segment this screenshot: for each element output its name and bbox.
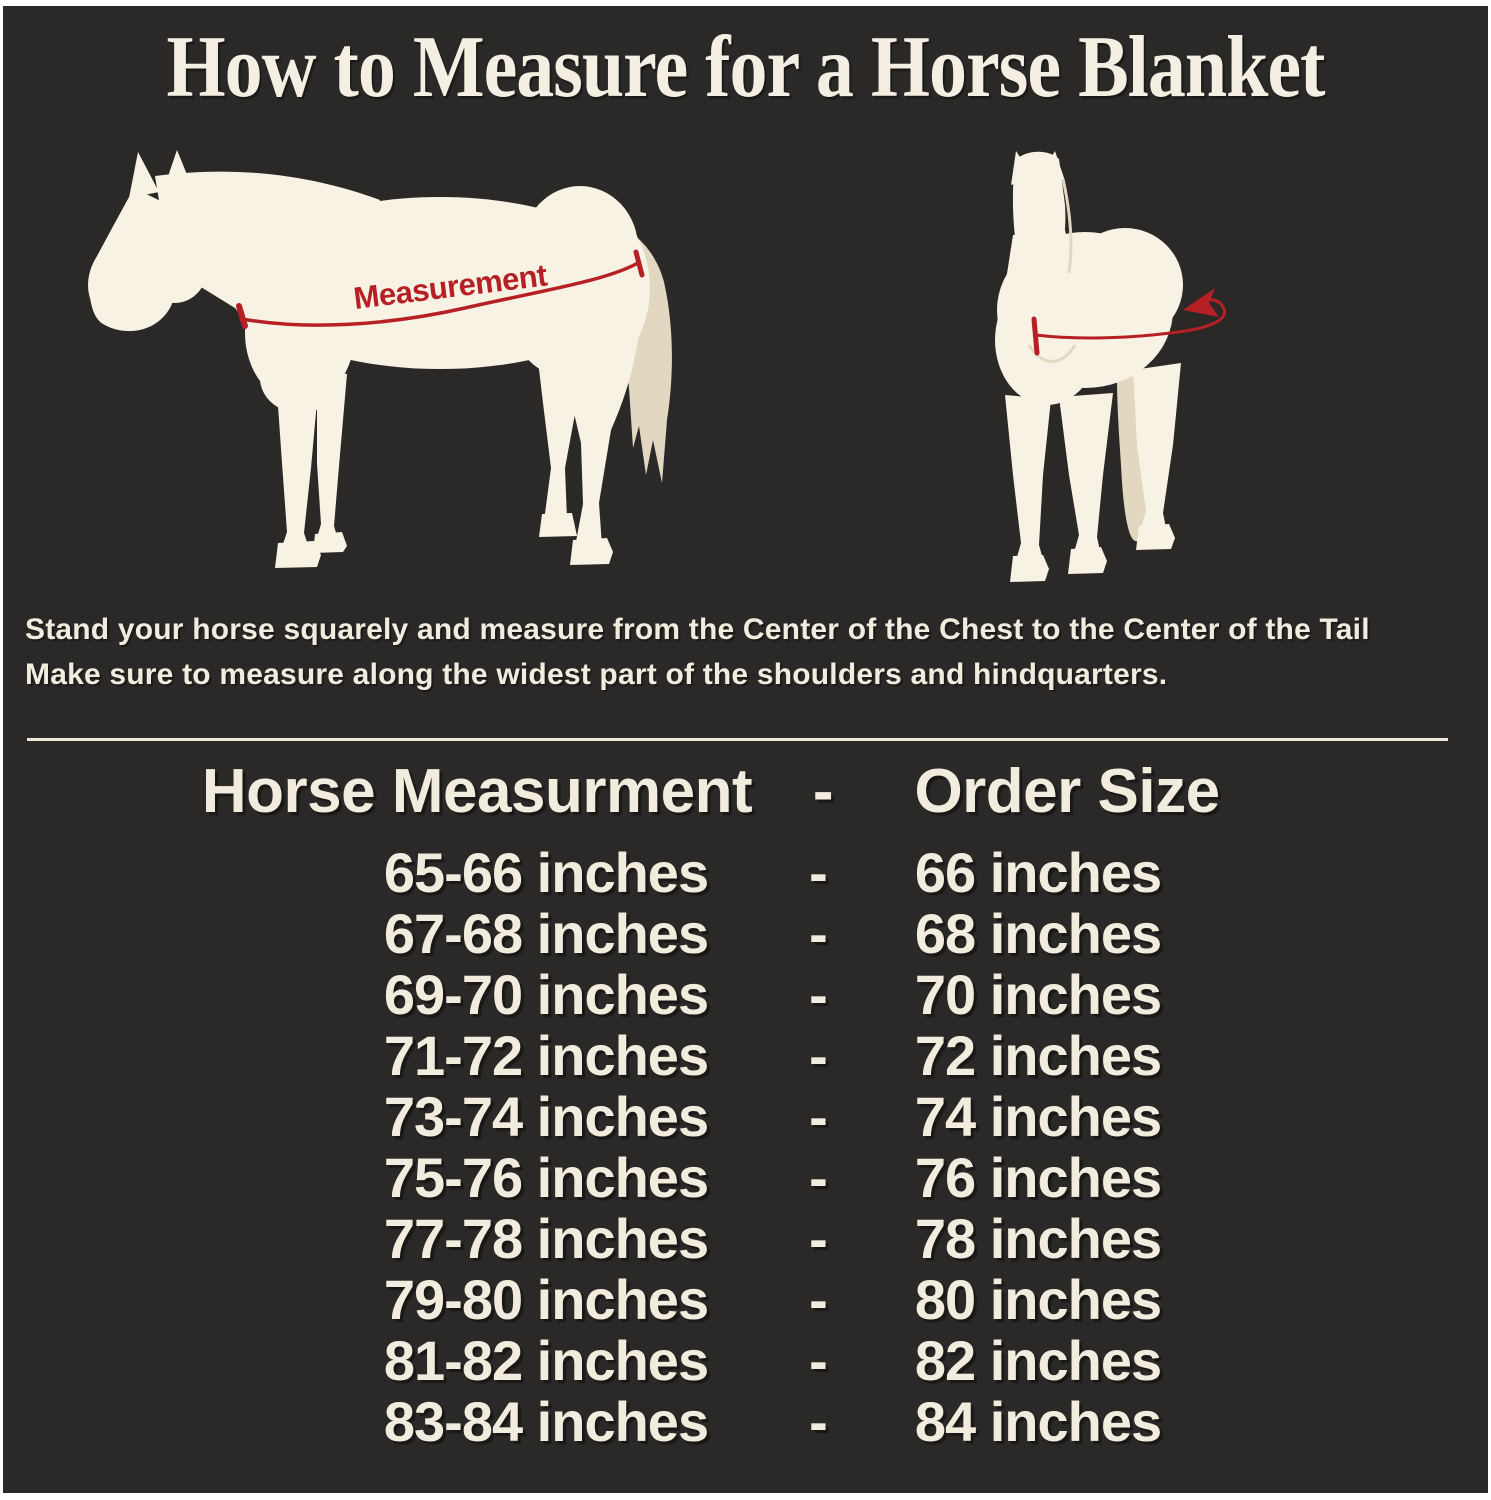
- order-size-cell: 78 inches: [914, 1207, 1162, 1270]
- size-row: 75-76 inches - 76 inches: [0, 1148, 1491, 1209]
- instructions: Stand your horse squarely and measure fr…: [25, 607, 1477, 697]
- size-table-rows: 65-66 inches - 66 inches 67-68 inches - …: [0, 843, 1491, 1453]
- separator-cell: -: [809, 1390, 828, 1453]
- measurement-cell: 67-68 inches: [383, 902, 709, 965]
- measurement-cell: 79-80 inches: [383, 1268, 709, 1331]
- horse-front-silhouette: [995, 151, 1183, 582]
- separator-cell: -: [809, 902, 828, 965]
- size-row: 77-78 inches - 78 inches: [0, 1209, 1491, 1270]
- measurement-cell: 69-70 inches: [383, 963, 709, 1026]
- header-order-size: Order Size: [914, 757, 1220, 826]
- separator-cell: -: [809, 1329, 828, 1392]
- chest-contour: [1027, 344, 1077, 363]
- horse-side-silhouette: [88, 150, 672, 568]
- order-size-cell: 72 inches: [914, 1024, 1162, 1087]
- order-size-cell: 76 inches: [914, 1146, 1162, 1209]
- measurement-cell: 73-74 inches: [383, 1085, 709, 1148]
- order-size-cell: 68 inches: [914, 902, 1162, 965]
- measurement-cell: 71-72 inches: [383, 1024, 709, 1087]
- girth-measure-arrow-icon: [1031, 288, 1226, 356]
- measurement-cell: 77-78 inches: [383, 1207, 709, 1270]
- measurement-cell: 83-84 inches: [383, 1390, 709, 1453]
- size-row: 81-82 inches - 82 inches: [0, 1331, 1491, 1392]
- measurement-cell: 65-66 inches: [383, 841, 709, 904]
- size-table-header: Horse Measurment - Order Size: [0, 757, 1491, 843]
- size-row: 69-70 inches - 70 inches: [0, 965, 1491, 1026]
- size-row: 73-74 inches - 74 inches: [0, 1087, 1491, 1148]
- order-size-cell: 66 inches: [914, 841, 1162, 904]
- measurement-line: [236, 249, 645, 329]
- size-row: 65-66 inches - 66 inches: [0, 843, 1491, 904]
- separator-cell: -: [809, 1146, 828, 1209]
- side-view-horse-illustration: Measurement: [88, 150, 672, 568]
- size-table: Horse Measurment - Order Size 65-66 inch…: [0, 757, 1491, 1453]
- mane-contour: [1061, 178, 1073, 274]
- page-title: How to Measure for a Horse Blanket: [166, 18, 1326, 116]
- order-size-cell: 70 inches: [914, 963, 1162, 1026]
- separator-cell: -: [809, 1207, 828, 1270]
- size-row: 79-80 inches - 80 inches: [0, 1270, 1491, 1331]
- size-row: 83-84 inches - 84 inches: [0, 1392, 1491, 1453]
- separator-cell: -: [809, 963, 828, 1026]
- separator-cell: -: [809, 841, 828, 904]
- separator-cell: -: [809, 1268, 828, 1331]
- measurement-cell: 81-82 inches: [383, 1329, 709, 1392]
- order-size-cell: 80 inches: [914, 1268, 1162, 1331]
- front-view-horse-illustration: [995, 151, 1226, 582]
- separator-cell: -: [809, 1085, 828, 1148]
- order-size-cell: 74 inches: [914, 1085, 1162, 1148]
- measurement-cell: 75-76 inches: [383, 1146, 709, 1209]
- order-size-cell: 84 inches: [914, 1390, 1162, 1453]
- instruction-line-1: Stand your horse squarely and measure fr…: [25, 613, 1370, 646]
- size-row: 71-72 inches - 72 inches: [0, 1026, 1491, 1087]
- header-separator: -: [812, 757, 834, 826]
- size-row: 67-68 inches - 68 inches: [0, 904, 1491, 965]
- instruction-line-2: Make sure to measure along the widest pa…: [25, 658, 1168, 691]
- order-size-cell: 82 inches: [914, 1329, 1162, 1392]
- header-horse-measurement: Horse Measurment: [201, 757, 753, 826]
- divider-line: [27, 738, 1448, 741]
- separator-cell: -: [809, 1024, 828, 1087]
